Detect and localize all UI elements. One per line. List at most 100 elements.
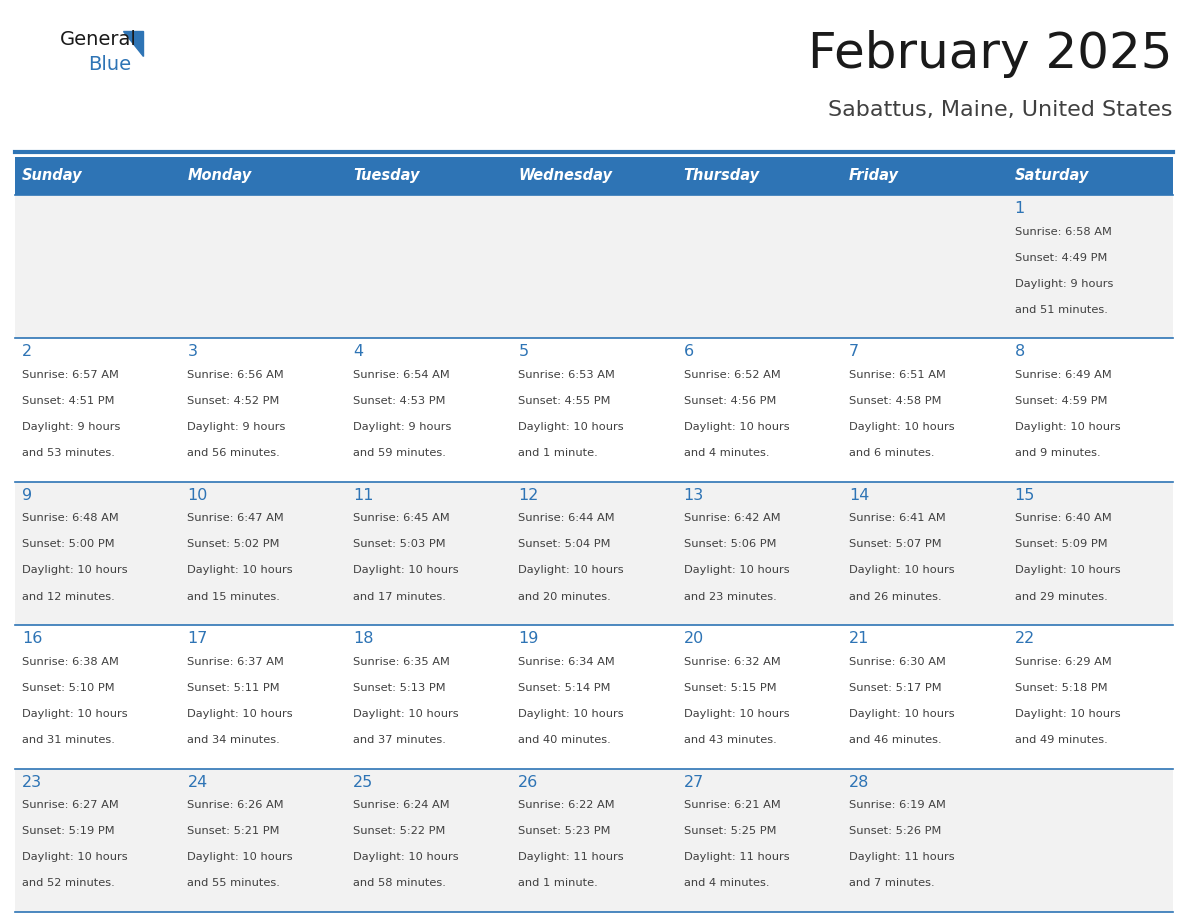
Text: Sunset: 5:03 PM: Sunset: 5:03 PM	[353, 540, 446, 549]
Text: and 43 minutes.: and 43 minutes.	[684, 735, 777, 745]
Text: Saturday: Saturday	[1015, 169, 1089, 184]
Text: Sunrise: 6:24 AM: Sunrise: 6:24 AM	[353, 800, 449, 811]
Text: Sunrise: 6:44 AM: Sunrise: 6:44 AM	[518, 513, 615, 523]
Bar	[511, 157, 677, 195]
Bar	[842, 157, 1007, 195]
Text: Sunrise: 6:48 AM: Sunrise: 6:48 AM	[23, 513, 119, 523]
Text: Daylight: 10 hours: Daylight: 10 hours	[23, 852, 127, 862]
Text: and 56 minutes.: and 56 minutes.	[188, 448, 280, 458]
Text: 1: 1	[1015, 201, 1025, 216]
Text: Sunrise: 6:29 AM: Sunrise: 6:29 AM	[1015, 656, 1111, 666]
Text: Daylight: 10 hours: Daylight: 10 hours	[518, 709, 624, 719]
Text: Sunrise: 6:30 AM: Sunrise: 6:30 AM	[849, 656, 946, 666]
Text: Sunset: 5:17 PM: Sunset: 5:17 PM	[849, 683, 942, 693]
Text: Friday: Friday	[849, 169, 899, 184]
Text: Daylight: 10 hours: Daylight: 10 hours	[518, 422, 624, 432]
Text: Sunset: 4:55 PM: Sunset: 4:55 PM	[518, 396, 611, 406]
Text: 8: 8	[1015, 344, 1025, 360]
Text: Sunset: 5:02 PM: Sunset: 5:02 PM	[188, 540, 280, 549]
Text: and 15 minutes.: and 15 minutes.	[188, 591, 280, 601]
Text: Sunset: 5:00 PM: Sunset: 5:00 PM	[23, 540, 114, 549]
Text: and 29 minutes.: and 29 minutes.	[1015, 591, 1107, 601]
Text: 14: 14	[849, 487, 870, 503]
Text: Sunset: 5:13 PM: Sunset: 5:13 PM	[353, 683, 446, 693]
Text: Sunset: 5:23 PM: Sunset: 5:23 PM	[518, 826, 611, 836]
Bar	[15, 195, 1173, 339]
Text: Daylight: 11 hours: Daylight: 11 hours	[849, 852, 955, 862]
Text: Sunrise: 6:58 AM: Sunrise: 6:58 AM	[1015, 227, 1112, 237]
Text: Sunset: 4:49 PM: Sunset: 4:49 PM	[1015, 252, 1107, 263]
Text: Daylight: 10 hours: Daylight: 10 hours	[1015, 422, 1120, 432]
Text: Daylight: 10 hours: Daylight: 10 hours	[1015, 565, 1120, 576]
Text: Daylight: 10 hours: Daylight: 10 hours	[684, 422, 789, 432]
Text: Sunset: 5:04 PM: Sunset: 5:04 PM	[518, 540, 611, 549]
Text: Daylight: 9 hours: Daylight: 9 hours	[1015, 279, 1113, 288]
Text: Sunrise: 6:45 AM: Sunrise: 6:45 AM	[353, 513, 449, 523]
Text: Sunrise: 6:27 AM: Sunrise: 6:27 AM	[23, 800, 119, 811]
Text: and 6 minutes.: and 6 minutes.	[849, 448, 935, 458]
Text: Sunset: 5:06 PM: Sunset: 5:06 PM	[684, 540, 776, 549]
Text: Sunset: 5:11 PM: Sunset: 5:11 PM	[188, 683, 280, 693]
Text: 16: 16	[23, 632, 43, 646]
Text: Sabattus, Maine, United States: Sabattus, Maine, United States	[828, 100, 1173, 120]
Text: Daylight: 9 hours: Daylight: 9 hours	[188, 422, 286, 432]
Text: Daylight: 11 hours: Daylight: 11 hours	[684, 852, 789, 862]
Text: 15: 15	[1015, 487, 1035, 503]
Text: and 31 minutes.: and 31 minutes.	[23, 735, 115, 745]
Text: Sunset: 5:14 PM: Sunset: 5:14 PM	[518, 683, 611, 693]
Text: 11: 11	[353, 487, 373, 503]
Text: Sunset: 5:09 PM: Sunset: 5:09 PM	[1015, 540, 1107, 549]
Text: and 1 minute.: and 1 minute.	[518, 448, 598, 458]
Text: February 2025: February 2025	[809, 30, 1173, 78]
Text: Sunrise: 6:47 AM: Sunrise: 6:47 AM	[188, 513, 284, 523]
Text: Sunrise: 6:38 AM: Sunrise: 6:38 AM	[23, 656, 119, 666]
Text: and 51 minutes.: and 51 minutes.	[1015, 305, 1107, 315]
Text: and 4 minutes.: and 4 minutes.	[684, 879, 769, 889]
Text: Sunrise: 6:52 AM: Sunrise: 6:52 AM	[684, 370, 781, 380]
Text: Daylight: 11 hours: Daylight: 11 hours	[518, 852, 624, 862]
Text: Sunrise: 6:19 AM: Sunrise: 6:19 AM	[849, 800, 946, 811]
Text: Sunset: 5:18 PM: Sunset: 5:18 PM	[1015, 683, 1107, 693]
Text: and 53 minutes.: and 53 minutes.	[23, 448, 115, 458]
Text: Sunday: Sunday	[23, 169, 83, 184]
Text: and 52 minutes.: and 52 minutes.	[23, 879, 115, 889]
Text: and 46 minutes.: and 46 minutes.	[849, 735, 942, 745]
Text: Sunset: 5:25 PM: Sunset: 5:25 PM	[684, 826, 776, 836]
Text: Sunrise: 6:41 AM: Sunrise: 6:41 AM	[849, 513, 946, 523]
Text: Sunrise: 6:21 AM: Sunrise: 6:21 AM	[684, 800, 781, 811]
Text: 24: 24	[188, 775, 208, 789]
Text: and 23 minutes.: and 23 minutes.	[684, 591, 777, 601]
Text: Sunset: 5:15 PM: Sunset: 5:15 PM	[684, 683, 776, 693]
Text: Sunrise: 6:56 AM: Sunrise: 6:56 AM	[188, 370, 284, 380]
Text: Daylight: 10 hours: Daylight: 10 hours	[188, 565, 293, 576]
Text: Tuesday: Tuesday	[353, 169, 419, 184]
Text: Thursday: Thursday	[684, 169, 760, 184]
Bar	[181, 157, 346, 195]
Bar	[1007, 157, 1173, 195]
Bar	[677, 157, 842, 195]
Text: 2: 2	[23, 344, 32, 360]
Text: and 34 minutes.: and 34 minutes.	[188, 735, 280, 745]
Text: and 1 minute.: and 1 minute.	[518, 879, 598, 889]
Text: Daylight: 10 hours: Daylight: 10 hours	[188, 852, 293, 862]
Text: 13: 13	[684, 487, 704, 503]
Text: and 26 minutes.: and 26 minutes.	[849, 591, 942, 601]
Text: Daylight: 10 hours: Daylight: 10 hours	[23, 565, 127, 576]
Text: Sunrise: 6:26 AM: Sunrise: 6:26 AM	[188, 800, 284, 811]
Text: and 55 minutes.: and 55 minutes.	[188, 879, 280, 889]
Text: Sunrise: 6:22 AM: Sunrise: 6:22 AM	[518, 800, 615, 811]
Bar	[15, 482, 1173, 625]
Text: Sunset: 4:59 PM: Sunset: 4:59 PM	[1015, 396, 1107, 406]
Text: Daylight: 10 hours: Daylight: 10 hours	[684, 709, 789, 719]
Text: Daylight: 10 hours: Daylight: 10 hours	[188, 709, 293, 719]
Text: Sunset: 5:26 PM: Sunset: 5:26 PM	[849, 826, 942, 836]
Bar	[346, 157, 511, 195]
Text: 27: 27	[684, 775, 704, 789]
Text: Sunrise: 6:49 AM: Sunrise: 6:49 AM	[1015, 370, 1111, 380]
Text: and 37 minutes.: and 37 minutes.	[353, 735, 446, 745]
Text: Sunset: 4:53 PM: Sunset: 4:53 PM	[353, 396, 446, 406]
Text: 17: 17	[188, 632, 208, 646]
Text: Daylight: 10 hours: Daylight: 10 hours	[849, 565, 955, 576]
Text: 26: 26	[518, 775, 538, 789]
Text: 19: 19	[518, 632, 538, 646]
